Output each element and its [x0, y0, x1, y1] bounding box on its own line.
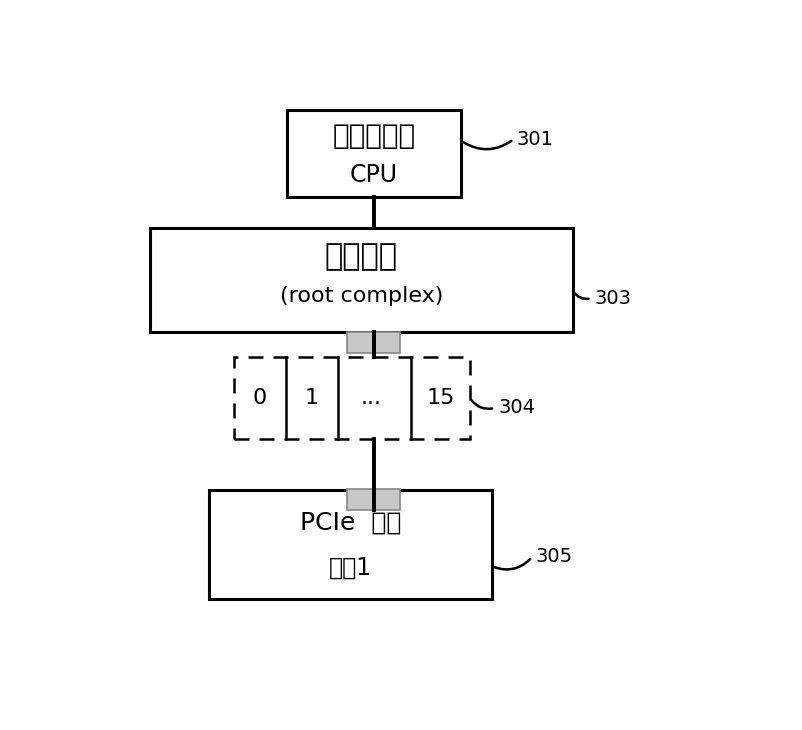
- Text: 根联合体: 根联合体: [325, 242, 398, 271]
- Text: 1: 1: [305, 388, 319, 408]
- Text: 303: 303: [594, 289, 631, 308]
- Polygon shape: [150, 228, 573, 332]
- Text: PCIe  节点: PCIe 节点: [300, 511, 401, 535]
- Polygon shape: [287, 110, 461, 197]
- Text: 301: 301: [516, 130, 553, 149]
- Text: 0: 0: [253, 388, 267, 408]
- Text: (root complex): (root complex): [280, 286, 443, 306]
- Text: 305: 305: [536, 548, 573, 566]
- Polygon shape: [347, 332, 400, 353]
- Polygon shape: [234, 358, 470, 439]
- Text: ...: ...: [360, 388, 382, 408]
- Text: 15: 15: [427, 388, 455, 408]
- Text: 中央处理器: 中央处理器: [332, 122, 415, 150]
- Polygon shape: [347, 489, 400, 510]
- Text: 304: 304: [498, 399, 535, 418]
- Polygon shape: [209, 490, 492, 599]
- Text: 设备1: 设备1: [329, 556, 372, 580]
- Text: CPU: CPU: [350, 163, 398, 187]
